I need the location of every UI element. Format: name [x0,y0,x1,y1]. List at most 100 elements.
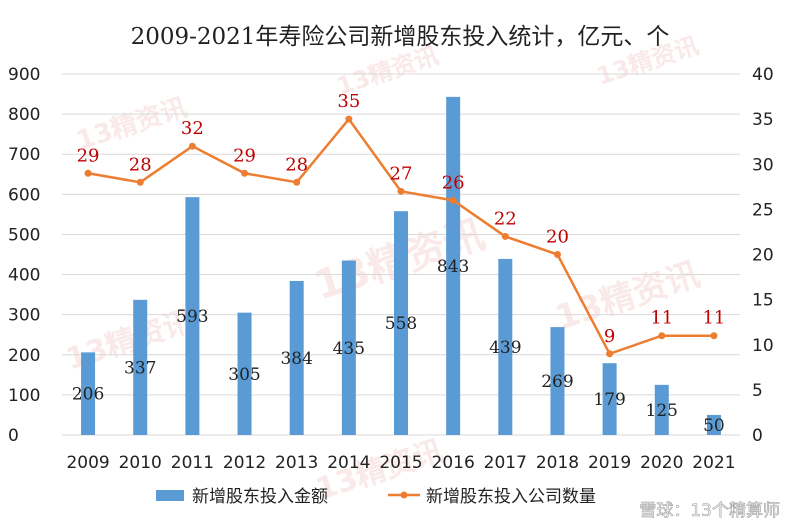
right-axis-tick-label: 0 [752,426,763,446]
line-value-label: 20 [546,227,569,248]
line-point [606,350,614,358]
line-value-label: 9 [604,326,615,347]
x-axis-tick-label: 2020 [640,453,683,473]
line-value-label: 26 [442,172,465,193]
bar-2013 [289,280,304,435]
watermark-text: 13精资讯 [550,254,704,338]
line-point [188,142,196,150]
right-axis-tick-label: 20 [752,246,774,266]
left-axis-tick-label: 200 [8,346,40,366]
left-axis-tick-label: 900 [8,65,40,85]
right-axis-tick-label: 25 [752,200,774,220]
left-axis-tick-label: 700 [8,145,40,165]
line-series [84,115,718,358]
line-point [449,196,457,204]
bar-value-label: 439 [489,338,521,358]
legend-label-bar: 新增股东投入金额 [192,487,328,507]
line-point [345,115,353,123]
bar-value-label: 125 [646,401,678,421]
line-value-label: 28 [285,154,308,175]
right-axis-tick-label: 40 [752,65,774,85]
line-point [241,169,249,177]
x-axis-tick-label: 2014 [327,453,370,473]
bar-2011 [185,197,200,435]
line-value-label: 32 [181,118,204,139]
bar-2019 [602,363,617,435]
x-axis-tick-label: 2011 [171,453,214,473]
bar-value-label: 206 [72,385,104,405]
line-value-label: 28 [129,154,152,175]
right-axis-tick-label: 5 [752,381,763,401]
x-axis-tick-label: 2016 [432,453,475,473]
line-value-label: 29 [233,145,256,166]
right-axis-tick-label: 35 [752,110,774,130]
bar-2009 [81,352,96,435]
right-axis-tick-label: 10 [752,336,774,356]
legend-label-line: 新增股东投入公司数量 [426,487,596,507]
x-axis-tick-label: 2015 [379,453,422,473]
line-value-label: 27 [390,163,413,184]
line-value-label: 22 [494,208,517,229]
bar-data-labels: 206 337 593 305 384 435 558 843 439 269 179 125 50 [72,257,725,436]
bar-2020 [654,384,669,435]
x-axis-tick-label: 2021 [692,453,735,473]
bar-value-label: 50 [703,416,725,436]
bar-2016 [446,96,461,435]
bar-value-label: 179 [593,390,625,410]
x-axis-ticks: 2009 2010 2011 2012 2013 2014 2015 2016 2017 2018… [66,453,735,473]
x-axis-tick-label: 2019 [588,453,631,473]
bar-value-label: 843 [437,257,469,277]
bar-value-label: 305 [228,365,260,385]
right-axis-tick-label: 30 [752,155,774,175]
line-point [136,178,144,186]
chart-title: 2009-2021年寿险公司新增股东投入统计，亿元、个 [131,24,670,50]
x-axis-tick-label: 2012 [223,453,266,473]
line-value-label: 35 [337,91,360,112]
x-axis-tick-label: 2009 [66,453,109,473]
x-axis-tick-label: 2017 [484,453,527,473]
credit-watermark: 雪球：13个精算师 [639,501,780,521]
left-axis-tick-label: 0 [8,426,19,446]
bar-series [81,96,721,435]
line-value-label: 11 [650,308,673,329]
left-axis-tick-label: 300 [8,306,40,326]
bar-2015 [394,211,408,435]
left-axis-ticks: 0 100 200 300 400 500 600 700 800 900 [8,65,40,446]
left-axis-tick-label: 600 [8,185,40,205]
right-axis-ticks: 0 5 10 15 20 25 30 35 40 [752,65,774,446]
line-data-labels: 29 28 32 29 28 35 27 26 22 20 9 11 11 [77,91,726,347]
left-axis-tick-label: 400 [8,266,40,286]
bar-2017 [498,258,513,435]
line-point [501,232,509,240]
x-axis-tick-label: 2018 [536,453,579,473]
left-axis-tick-label: 800 [8,105,40,125]
legend-swatch-marker [400,491,408,499]
x-axis-tick-label: 2013 [275,453,318,473]
line-point [293,178,301,186]
left-axis-tick-label: 500 [8,225,40,245]
bar-2010 [133,299,148,435]
bar-value-label: 384 [280,349,312,369]
watermark-layer: 13精资讯13精资讯13精资讯13精资讯13精资讯13精资讯13精资讯 [62,32,705,508]
line-value-label: 11 [702,308,725,329]
bar-2021 [706,414,721,435]
bar-2012 [237,312,252,435]
legend: 新增股东投入金额 新增股东投入公司数量 [156,487,596,507]
right-axis-tick-label: 15 [752,291,774,311]
line-point [710,332,718,340]
legend-swatch-bar [156,490,184,501]
left-axis-tick-label: 100 [8,386,40,406]
bar-value-label: 558 [385,314,417,334]
x-axis-tick-label: 2010 [119,453,162,473]
bar-value-label: 435 [333,339,365,359]
line-point [84,169,92,177]
bar-value-label: 593 [176,307,208,327]
line-value-label: 29 [77,145,100,166]
line-point [397,187,405,195]
bar-2014 [341,260,356,435]
bar-2018 [550,327,565,435]
bar-value-label: 337 [124,358,156,378]
bar-value-label: 269 [541,372,573,392]
